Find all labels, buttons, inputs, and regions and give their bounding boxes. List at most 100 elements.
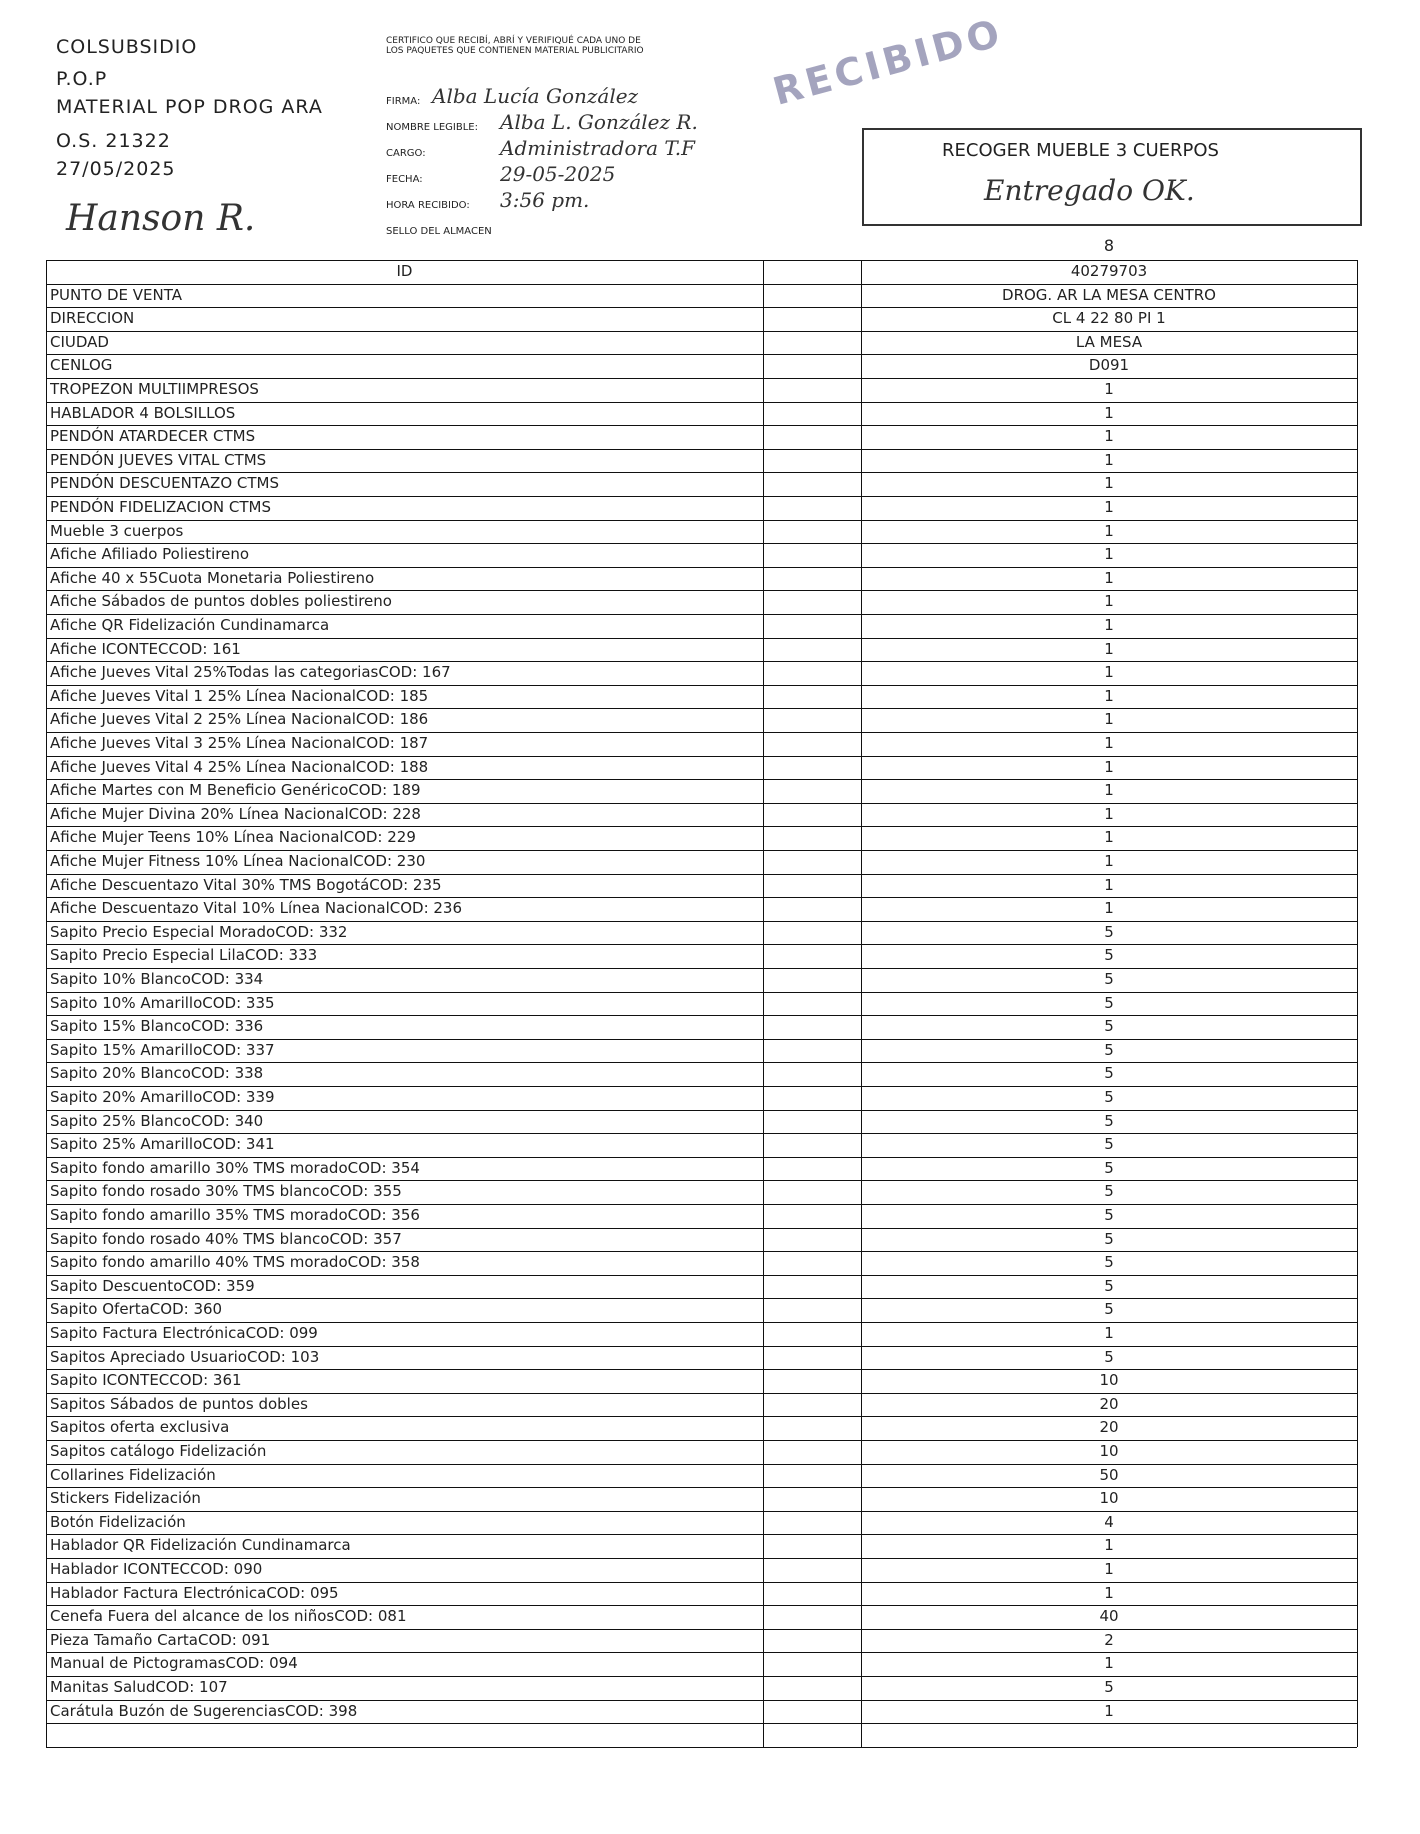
row-line <box>46 496 1357 497</box>
row-value: 5 <box>1104 1229 1114 1248</box>
row-value: 1 <box>1104 639 1114 658</box>
row-line <box>46 1015 1357 1017</box>
row-label: Afiche Jueves Vital 4 25% Línea Nacional… <box>50 757 429 776</box>
row-line <box>46 1322 1357 1323</box>
row-label: Sapitos catálogo Fidelización <box>50 1442 267 1460</box>
row-value: 5 <box>1104 1253 1114 1272</box>
row-label: Sapito fondo amarillo 40% TMS moradoCOD:… <box>50 1253 420 1272</box>
row-line <box>46 354 1357 356</box>
row-value: 1 <box>1104 474 1114 493</box>
row-line <box>46 330 1357 332</box>
row-label: Collarines Fidelización <box>50 1465 216 1484</box>
row-value: 5 <box>1104 1300 1114 1319</box>
row-value: 1 <box>1104 380 1114 398</box>
row-label: CIUDAD <box>50 332 109 351</box>
row-value: 1 <box>1104 757 1114 776</box>
row-label: Sapito Factura ElectrónicaCOD: 099 <box>50 1324 318 1342</box>
row-line <box>46 1416 1357 1418</box>
row-line <box>46 1204 1357 1205</box>
row-line <box>46 1605 1357 1607</box>
row-label: Hablador QR Fidelización Cundinamarca <box>50 1536 351 1555</box>
field-value: Alba Lucía González <box>432 84 639 108</box>
row-label: Sapito 15% AmarilloCOD: 337 <box>50 1040 275 1059</box>
row-label: Afiche Jueves Vital 1 25% Línea Nacional… <box>50 686 429 705</box>
row-label: Sapitos Sábados de puntos dobles <box>50 1394 308 1413</box>
row-label: Sapito 25% BlancoCOD: 340 <box>50 1111 264 1130</box>
row-label: PENDÓN FIDELIZACION CTMS <box>50 498 272 516</box>
field-value: Administradora T.F <box>500 136 695 160</box>
row-value: 5 <box>1104 1347 1114 1366</box>
row-line <box>46 826 1357 828</box>
row-label: Afiche 40 x 55Cuota Monetaria Poliestire… <box>50 568 375 587</box>
row-label: Sapitos oferta exclusiva <box>50 1418 230 1437</box>
row-value: 1 <box>1104 545 1114 564</box>
row-label: Afiche Mujer Fitness 10% Línea NacionalC… <box>50 852 426 870</box>
row-line <box>46 566 1357 568</box>
row-label: Hablador ICONTECCOD: 090 <box>50 1560 263 1578</box>
row-line <box>46 1392 1357 1394</box>
row-line <box>46 1274 1357 1276</box>
row-line <box>46 684 1357 686</box>
row-line <box>46 1628 1357 1630</box>
row-value: 20 <box>1099 1394 1119 1413</box>
field-value: 29-05-2025 <box>500 162 616 186</box>
row-line <box>46 1581 1357 1583</box>
row-line <box>46 1227 1357 1229</box>
row-line <box>46 1534 1357 1536</box>
row-value: 1 <box>1104 1536 1114 1555</box>
row-line <box>46 590 1357 592</box>
stamp: RECIBIDO <box>768 10 1008 114</box>
row-label: Afiche Descuentazo Vital 30% TMS BogotáC… <box>50 875 442 894</box>
row-value: 1 <box>1104 875 1114 894</box>
row-value: 1 <box>1104 710 1114 729</box>
row-line <box>46 1156 1357 1158</box>
row-value: 1 <box>1104 899 1114 918</box>
row-value: 5 <box>1104 993 1114 1012</box>
row-label: Afiche Descuentazo Vital 10% Línea Nacio… <box>50 899 463 918</box>
row-value: 5 <box>1104 1064 1114 1083</box>
header-line: O.S. 21322 <box>56 130 171 152</box>
row-value: 50 <box>1099 1465 1119 1484</box>
row-value: DROG. AR LA MESA CENTRO <box>1002 285 1216 304</box>
row-label: Sapito fondo rosado 30% TMS blancoCOD: 3… <box>50 1182 402 1201</box>
row-line <box>46 1723 1357 1725</box>
row-label: Stickers Fidelización <box>50 1489 201 1508</box>
row-label: Sapito Precio Especial LilaCOD: 333 <box>50 946 318 965</box>
row-label: PENDÓN DESCUENTAZO CTMS <box>50 474 279 493</box>
row-line <box>46 850 1357 851</box>
row-value: 10 <box>1099 1371 1119 1390</box>
row-value: 1 <box>1104 1654 1114 1673</box>
row-line <box>46 307 1357 309</box>
note-box: RECOGER MUEBLE 3 CUERPOS Entregado OK. <box>862 128 1362 226</box>
row-value: 1 <box>1104 427 1114 446</box>
row-value: 1 <box>1104 592 1114 611</box>
row-label: Sapito 10% BlancoCOD: 334 <box>50 970 264 988</box>
row-label: Botón Fidelización <box>50 1512 186 1531</box>
row-line <box>46 1086 1357 1087</box>
row-value: D091 <box>1088 356 1130 375</box>
row-value: 10 <box>1099 1489 1119 1508</box>
row-value: CL 4 22 80 PI 1 <box>1052 309 1166 328</box>
row-label: Afiche Mujer Divina 20% Línea NacionalCO… <box>50 804 421 823</box>
field-label: CARGO: <box>386 148 426 159</box>
row-line <box>46 661 1357 663</box>
row-value: 5 <box>1104 946 1114 965</box>
field-label: HORA RECIBIDO: <box>386 200 470 211</box>
row-line <box>46 991 1357 993</box>
row-line <box>46 378 1357 379</box>
certification-text: CERTIFICO QUE RECIBÍ, ABRÍ Y VERIFIQUÉ C… <box>386 36 644 56</box>
row-value: 5 <box>1104 1135 1114 1154</box>
header-line: P.O.P <box>56 68 108 90</box>
row-label: HABLADOR 4 BOLSILLOS <box>50 403 236 422</box>
row-line <box>46 1180 1357 1182</box>
row-label: Manual de PictogramasCOD: 094 <box>50 1654 298 1673</box>
row-label: Pieza Tamaño CartaCOD: 091 <box>50 1630 271 1649</box>
row-label: Sapito 10% AmarilloCOD: 335 <box>50 993 275 1012</box>
row-value: 1 <box>1104 1324 1114 1342</box>
row-line <box>46 968 1357 969</box>
row-value: 2 <box>1104 1630 1114 1649</box>
header-line: 27/05/2025 <box>56 158 176 180</box>
column-line <box>1357 260 1358 1747</box>
row-line <box>46 1345 1357 1347</box>
